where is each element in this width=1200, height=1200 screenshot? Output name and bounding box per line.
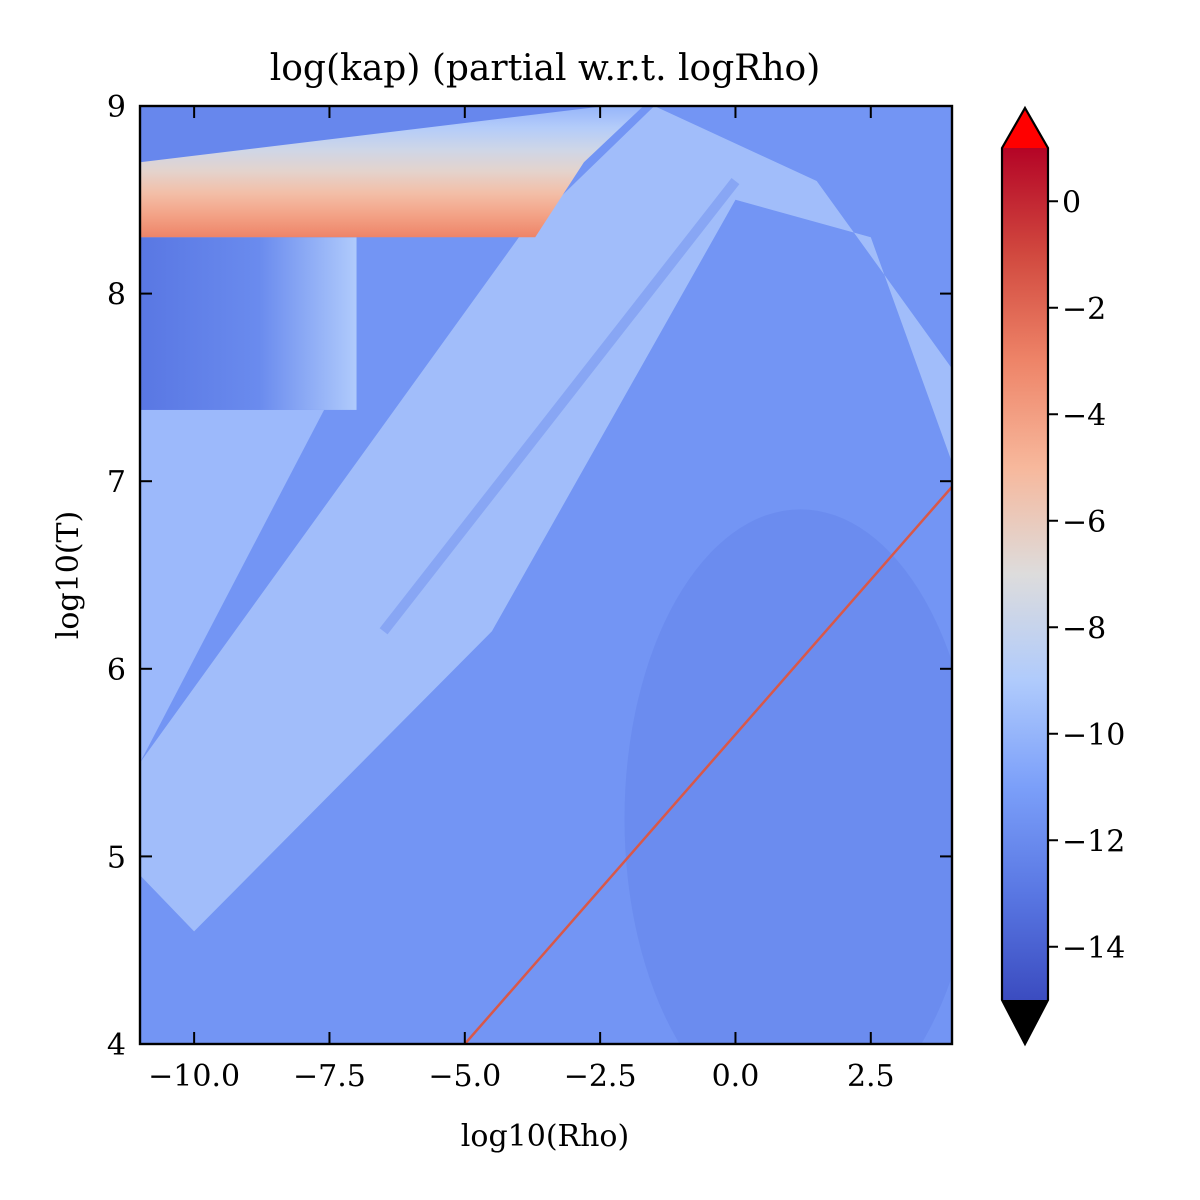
y-tick-label: 9 (107, 90, 126, 125)
x-tick-label: −5.0 (428, 1059, 501, 1094)
x-tick-label: −10.0 (148, 1059, 240, 1094)
x-axis: −10.0 −7.5 −5.0 −2.5 0.0 2.5 (148, 106, 895, 1094)
heatmap-band-streak (379, 177, 740, 635)
y-axis: 4 5 6 7 8 9 (107, 90, 952, 1063)
x-tick-label: −7.5 (293, 1059, 366, 1094)
colorbar-tick-label: −2 (1062, 292, 1106, 327)
colorbar-tick-label: 0 (1062, 185, 1081, 220)
colorbar-ticks: 0 −2 −4 −6 −8 −10 −12 −14 (1048, 185, 1125, 966)
heatmap-left-wedge (140, 409, 325, 763)
y-tick-label: 5 (107, 840, 126, 875)
y-tick-label: 8 (107, 278, 126, 313)
x-tick-label: 0.0 (712, 1059, 760, 1094)
colorbar-tick-label: −6 (1062, 505, 1106, 540)
colorbar-tick-label: −4 (1062, 398, 1106, 433)
y-tick-label: 6 (107, 653, 126, 688)
x-tick-label: 2.5 (847, 1059, 895, 1094)
plot-frame (138, 104, 954, 1046)
colorbar-tick-label: −10 (1062, 718, 1125, 753)
red-diagonal-line (463, 486, 952, 1044)
x-tick-label: −2.5 (564, 1059, 637, 1094)
heatmap-top-band (140, 106, 644, 238)
x-axis-label: log10(Rho) (461, 1119, 629, 1154)
colorbar: 0 −2 −4 −6 −8 −10 −12 −14 (1000, 105, 1125, 1047)
plot-area (140, 106, 952, 1044)
y-axis-label: log10(T) (51, 511, 86, 639)
colorbar-body (1002, 148, 1048, 1000)
heatmap-dome-region (624, 509, 952, 1044)
y-tick-label: 7 (107, 465, 126, 500)
colorbar-outline (1000, 105, 1050, 1047)
y-tick-label: 4 (107, 1028, 126, 1063)
heatmap-upper-left-block (140, 237, 357, 410)
colorbar-over-extension (1002, 108, 1048, 148)
colorbar-tick-label: −12 (1062, 824, 1125, 859)
colorbar-tick-label: −14 (1062, 931, 1125, 966)
heatmap-diagonal-band (140, 106, 952, 932)
colorbar-under-extension (1002, 1000, 1048, 1044)
colorbar-tick-label: −8 (1062, 611, 1106, 646)
chart-title: log(kap) (partial w.r.t. logRho) (270, 48, 821, 89)
